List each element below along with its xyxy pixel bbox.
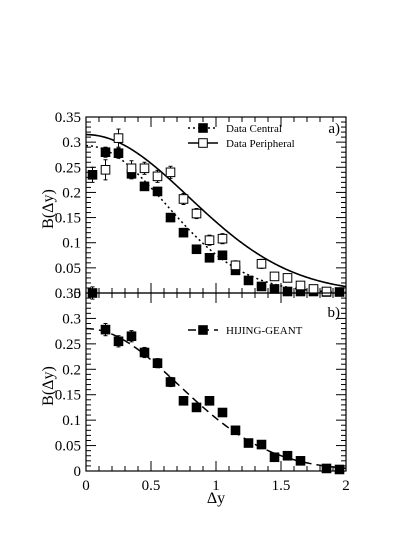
y-axis-label: B(Δy) (40, 189, 57, 229)
data-point (165, 377, 176, 387)
fit-curve (85, 133, 347, 288)
x-tick-label: 2 (342, 478, 350, 494)
data-point (334, 464, 345, 475)
x-tick-label: 1 (212, 478, 220, 494)
data-point (243, 275, 254, 286)
data-point (321, 463, 332, 474)
data-point (191, 402, 202, 413)
data-point (321, 286, 332, 297)
y-tick-label: 0.15 (55, 211, 81, 227)
data-point (191, 208, 202, 219)
y-tick-label: 0.1 (62, 413, 81, 429)
data-point (191, 244, 202, 255)
panel-label: a) (328, 121, 340, 137)
data-point (178, 227, 189, 238)
data-point (334, 287, 345, 297)
data-point (178, 194, 189, 204)
data-point (269, 271, 280, 282)
y-tick-label: 0.05 (55, 261, 81, 277)
data-point (282, 450, 293, 461)
data-point (152, 171, 163, 182)
x-tick-label: 0.5 (142, 478, 161, 494)
x-tick-label: 0 (82, 478, 90, 494)
legend-entry: HIJING-GEANT (226, 325, 303, 337)
data-point (165, 212, 176, 223)
x-axis-label: Δy (207, 490, 225, 507)
legend-marker (198, 123, 208, 133)
legend-marker (198, 325, 208, 335)
x-tick-label: 1.5 (272, 478, 291, 494)
y-tick-label: 0.05 (55, 439, 81, 455)
data-point (139, 181, 150, 192)
panel-label: b) (328, 305, 341, 321)
data-point (87, 288, 98, 298)
data-point (269, 452, 280, 463)
data-point (152, 358, 163, 368)
legend-marker (198, 138, 208, 148)
data-point (113, 148, 124, 159)
data-point (165, 167, 176, 178)
data-point (217, 233, 228, 244)
data-point (113, 133, 124, 143)
data-point (308, 284, 319, 294)
fit-curve (85, 327, 347, 470)
data-point (113, 336, 124, 347)
data-point (282, 286, 293, 297)
y-tick-label: 0.1 (62, 236, 81, 252)
y-tick-label: 0.15 (55, 388, 81, 404)
data-point (100, 324, 111, 335)
data-point (282, 273, 293, 283)
plot-frame (85, 292, 347, 472)
y-tick-label: 0.35 (55, 110, 81, 126)
data-point (217, 250, 228, 261)
data-point (230, 260, 241, 271)
panel-a: 0 0.05 0.1 0.15 0.2 0.25 0.3 0.35 B(Δy) a) Data Ce… (40, 110, 347, 302)
legend-entry: Data Peripheral (226, 138, 295, 150)
y-tick-label: 0 (74, 464, 82, 480)
data-point (139, 347, 150, 358)
data-point (256, 439, 267, 450)
fit-curve (85, 144, 347, 294)
data-point (178, 396, 189, 406)
y-axis-label: B(Δy) (40, 366, 57, 406)
data-point (100, 147, 111, 157)
data-point (295, 280, 306, 291)
data-point (100, 165, 111, 175)
data-point (204, 396, 215, 406)
data-point (256, 281, 267, 292)
y-tick-label: 0.2 (62, 185, 81, 201)
data-point (87, 170, 98, 180)
data-point (217, 407, 228, 418)
data-point (204, 253, 215, 263)
y-tick-label: 0.35 (55, 286, 81, 302)
y-tick-label: 0.25 (55, 160, 81, 176)
y-tick-label: 0.25 (55, 337, 81, 353)
data-point (256, 259, 267, 269)
y-tick-label: 0 (74, 286, 82, 302)
y-tick-label: 0.3 (62, 311, 81, 327)
legend-entry: Data Central (226, 123, 282, 135)
data-point (269, 284, 280, 294)
y-tick-label: 0.2 (62, 362, 81, 378)
data-point (139, 163, 150, 174)
data-point (126, 331, 137, 342)
data-point (152, 186, 163, 197)
data-point (230, 425, 241, 436)
panel-b: 00.050.10.150.20.250.30.350 0.5 1 1.5 2B(Δy)… (40, 286, 350, 494)
data-point (126, 163, 137, 174)
y-tick-label: 0.3 (62, 135, 81, 151)
data-point (204, 235, 215, 245)
data-point (295, 456, 306, 466)
data-point (243, 438, 254, 448)
